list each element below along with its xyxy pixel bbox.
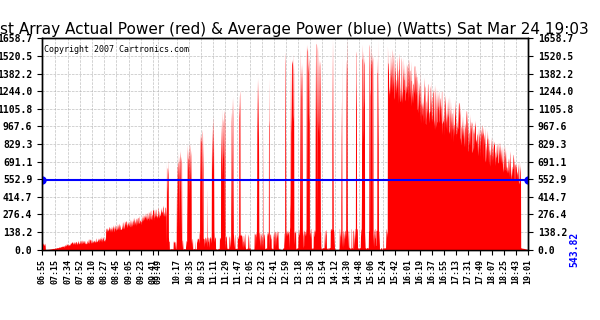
Text: 543.82: 543.82 [569, 232, 580, 267]
Title: East Array Actual Power (red) & Average Power (blue) (Watts) Sat Mar 24 19:03: East Array Actual Power (red) & Average … [0, 22, 589, 37]
Text: Copyright 2007 Cartronics.com: Copyright 2007 Cartronics.com [44, 45, 190, 54]
